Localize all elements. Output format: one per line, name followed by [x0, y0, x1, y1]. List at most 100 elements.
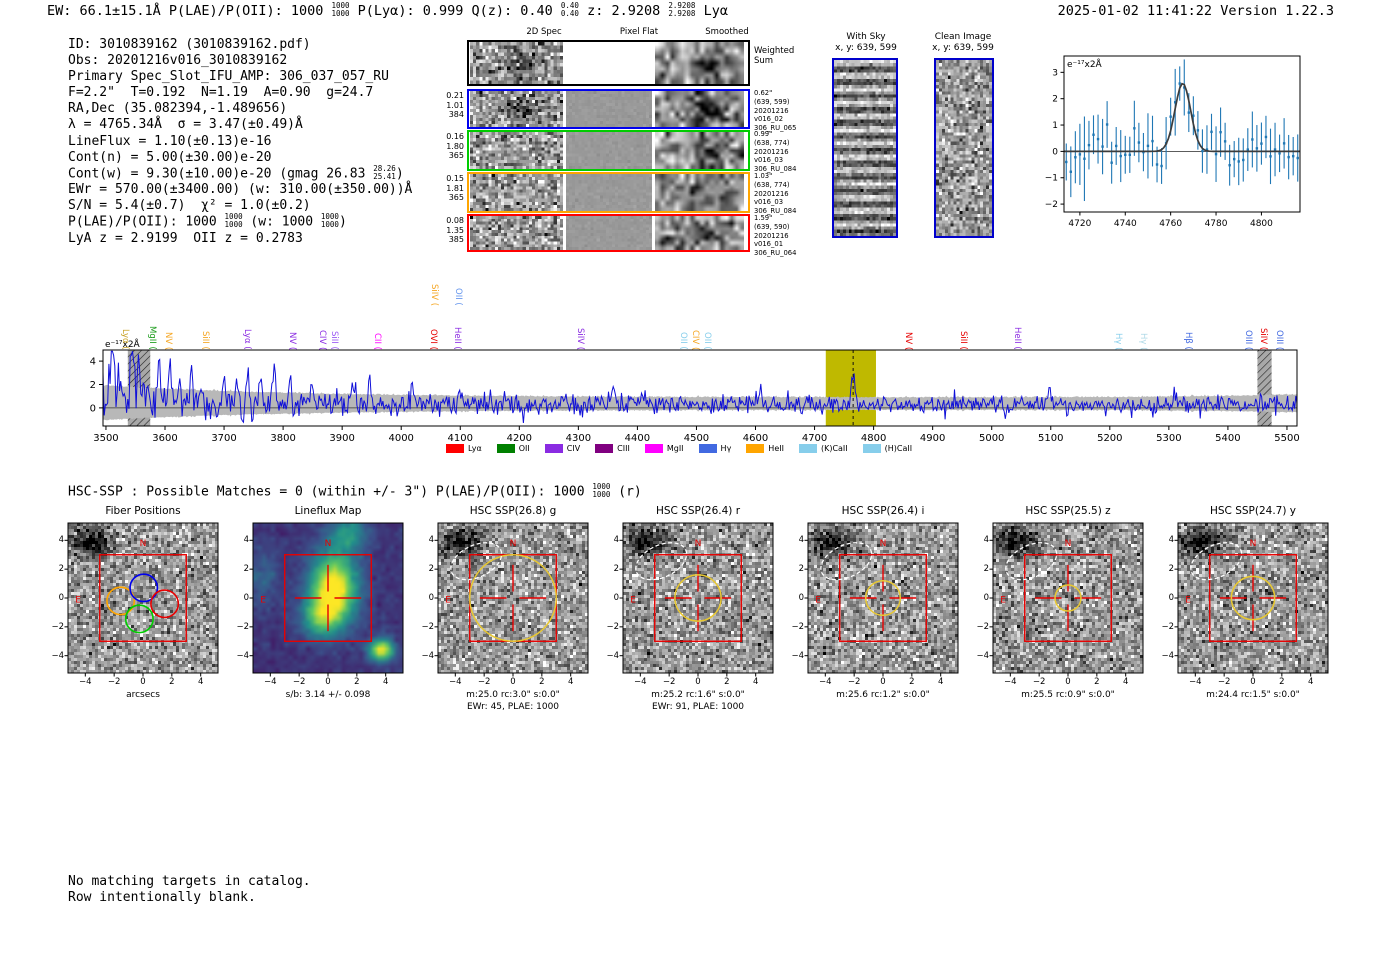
cutout-image: [623, 523, 773, 673]
aperture-circle: [674, 574, 722, 622]
spec2d-row: [467, 130, 750, 171]
legend-swatch: [544, 444, 563, 453]
x-tick-label: 4200: [507, 433, 532, 444]
y-tick-label: 4: [798, 535, 804, 546]
x-tick-label: 0: [140, 677, 146, 687]
pixel-flat-image: [566, 216, 652, 250]
x-tick-label: −4: [449, 677, 462, 687]
x-tick-label: 4800: [861, 433, 886, 444]
x-tick-label: −2: [662, 677, 676, 687]
x-tick-label: 2: [1094, 677, 1100, 687]
legend-label: Lyα: [468, 444, 482, 453]
x-tick-label: −2: [1032, 677, 1046, 687]
sky-panel-coords: x, y: 639, 599: [835, 43, 897, 53]
spec2d-panel: 2D Spec Pixel Flat Smoothed Weighted Sum 0.21…: [440, 24, 820, 264]
x-tick-label: 3700: [211, 433, 236, 444]
legend-item: Hγ: [698, 444, 731, 453]
sky-image-panels: With Sky x, y: 639, 599 Clean Image x, y: 6…: [820, 28, 1020, 243]
compass-east: E: [815, 595, 821, 605]
y-tick-label: 4: [983, 535, 989, 546]
emission-line-label: NV (: [287, 331, 297, 350]
legend-item: HeII: [746, 444, 784, 453]
info-line: S/N = 5.4(±0.7) χ² = 1.0(±0.2): [68, 198, 412, 214]
x-tick-label: 0: [1250, 677, 1256, 687]
timestamp-version: 2025-01-02 11:41:22 Version 1.22.3: [1058, 3, 1334, 19]
legend-item: OII: [496, 444, 530, 453]
pixel-flat-image: [566, 174, 652, 211]
y-tick-label: −4: [606, 650, 619, 661]
text-segment: (r): [610, 484, 642, 500]
spec2d-image: [470, 216, 563, 250]
spec2d-row: [467, 89, 750, 129]
line-fit-plot: −2 −1 0 1 2 3 4720 4740 4760 4780 4800 e⁻¹⁷x2Å: [1040, 48, 1310, 240]
x-tick-label: 2: [539, 677, 545, 687]
cutout-panel-viridis: Lineflux Map N E 4 2 0 −2 −4 −4 −2 0 2 4 s/b: 3.14 +/…: [233, 505, 409, 720]
spec2d-row-meta: 1.03" (638, 774) 20201216 v016_03 306_RU_084: [754, 172, 797, 216]
x-tick-label: 4900: [920, 433, 945, 444]
cutout-panel-fibers: Fiber Positions N E 4 2 0 −2 −4 −4 −2 0 2 4 arcsecs: [48, 505, 224, 720]
x-tick-label: 4720: [1068, 219, 1091, 229]
emission-line-label: OIII (: [1243, 329, 1253, 350]
text-segment: RA,Dec (35.082394,-1.489656): [68, 101, 288, 117]
legend-label: MgII: [666, 444, 684, 453]
emission-line-label: SiIV (: [575, 327, 585, 350]
error-band: [103, 384, 1297, 421]
cutout-caption: EWr: 45, PLAE: 1000: [466, 702, 560, 712]
x-tick-label: 5500: [1274, 433, 1299, 444]
y-tick-label: 4: [613, 535, 619, 546]
y-tick-label: 2: [1052, 95, 1058, 105]
legend-label: CIV: [566, 444, 581, 453]
x-tick-label: −4: [264, 677, 277, 687]
spec2d-image: [470, 132, 563, 169]
cutout-caption: m:25.6 rc:1.2" s:0.0": [836, 690, 930, 700]
text-segment: F=2.2" T=0.192 N=1.19 A=0.90 g=24.7: [68, 85, 374, 101]
extraction-box: [99, 554, 187, 642]
x-tick-label: 0: [880, 677, 886, 687]
extraction-box: [1209, 554, 1297, 642]
unit-label: e⁻¹⁷x2Å: [1067, 58, 1103, 70]
footer-line: Row intentionally blank.: [68, 889, 256, 905]
spec2d-image: [470, 42, 563, 84]
info-line: Cont(w) = 9.30(±10.00)e-20 (gmag 26.83 2…: [68, 164, 412, 182]
cutout-overlay: NE: [804, 522, 959, 677]
x-tick-label: 4760: [1159, 219, 1182, 229]
x-tick-label: 4400: [625, 433, 650, 444]
legend-swatch: [698, 444, 717, 453]
text-segment: EW: 66.1±15.1Å P(LAE)/P(OII): 1000: [47, 3, 332, 19]
x-tick-label: 4: [752, 677, 759, 687]
compass-east: E: [75, 595, 81, 605]
x-tick-label: −4: [1004, 677, 1017, 687]
cutout-caption: m:25.0 rc:3.0" s:0.0": [466, 690, 560, 700]
cutout-title: Fiber Positions: [105, 505, 181, 517]
smoothed-image: [655, 216, 744, 250]
cutout-title: HSC SSP(26.4) i: [841, 505, 925, 517]
x-tick-label: −2: [1217, 677, 1231, 687]
y-tick-label: −1: [1045, 174, 1058, 184]
text-segment: Cont(w) = 9.30(±10.00)e-20 (gmag 26.83: [68, 166, 374, 182]
aperture-circle: [1230, 575, 1276, 621]
legend-item: (K)CaII: [798, 444, 848, 453]
y-tick-label: −2: [1045, 200, 1058, 210]
compass-north: N: [695, 539, 702, 549]
legend-item: CIII: [595, 444, 630, 453]
full-spectrum-svg: 3500 3600 3700 3800 3900 4000 4100 4200 4300 4400…: [90, 338, 1300, 444]
emission-line-label: CII (: [372, 333, 382, 350]
text-segment: Lyα: [695, 3, 728, 19]
legend-swatch: [496, 444, 515, 453]
x-tick-label: 4700: [802, 433, 827, 444]
stacked-range: 0.40 0.40: [560, 1, 579, 18]
x-tick-label: 0: [1065, 677, 1071, 687]
cutout-title: HSC SSP(26.8) g: [469, 505, 557, 517]
cutout-overlay: NE: [249, 522, 404, 677]
legend-swatch: [595, 444, 614, 453]
x-tick-label: 5400: [1215, 433, 1240, 444]
cutout-image: [68, 523, 218, 673]
text-segment: P(LAE)/P(OII): 1000: [68, 214, 225, 230]
cutout-caption: arcsecs: [126, 690, 160, 700]
extraction-box: [284, 554, 372, 642]
cutout-image: [438, 523, 588, 673]
